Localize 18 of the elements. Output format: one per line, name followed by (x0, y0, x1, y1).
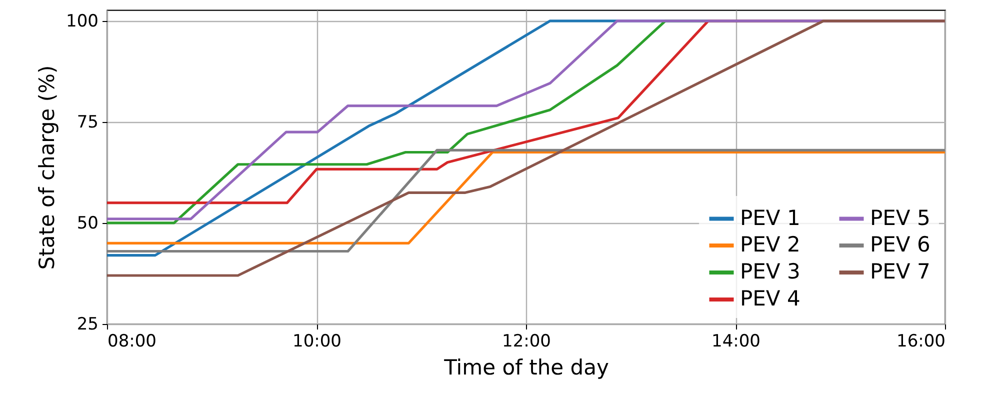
x-tick-label: 08:00 (108, 332, 156, 352)
legend-label: PEV 7 (870, 260, 930, 284)
y-axis-title: State of charge (%) (35, 65, 60, 270)
legend-label: PEV 5 (870, 206, 930, 230)
x-axis-title: Time of the day (443, 356, 609, 380)
legend-label: PEV 1 (740, 206, 800, 230)
y-tick-label: 100 (66, 11, 98, 32)
legend-label: PEV 3 (740, 260, 800, 284)
x-tick-label: 10:00 (292, 332, 342, 352)
legend-label: PEV 2 (740, 232, 800, 256)
y-tick-label: 75 (76, 112, 98, 132)
x-tick-label: 14:00 (712, 332, 760, 352)
y-tick-label: 50 (76, 213, 98, 234)
x-tick-label: 16:00 (896, 332, 946, 352)
legend-label: PEV 6 (870, 232, 930, 256)
x-tick-label: 12:00 (502, 332, 551, 352)
legend-label: PEV 4 (740, 286, 800, 310)
y-tick-label: 25 (76, 314, 98, 334)
